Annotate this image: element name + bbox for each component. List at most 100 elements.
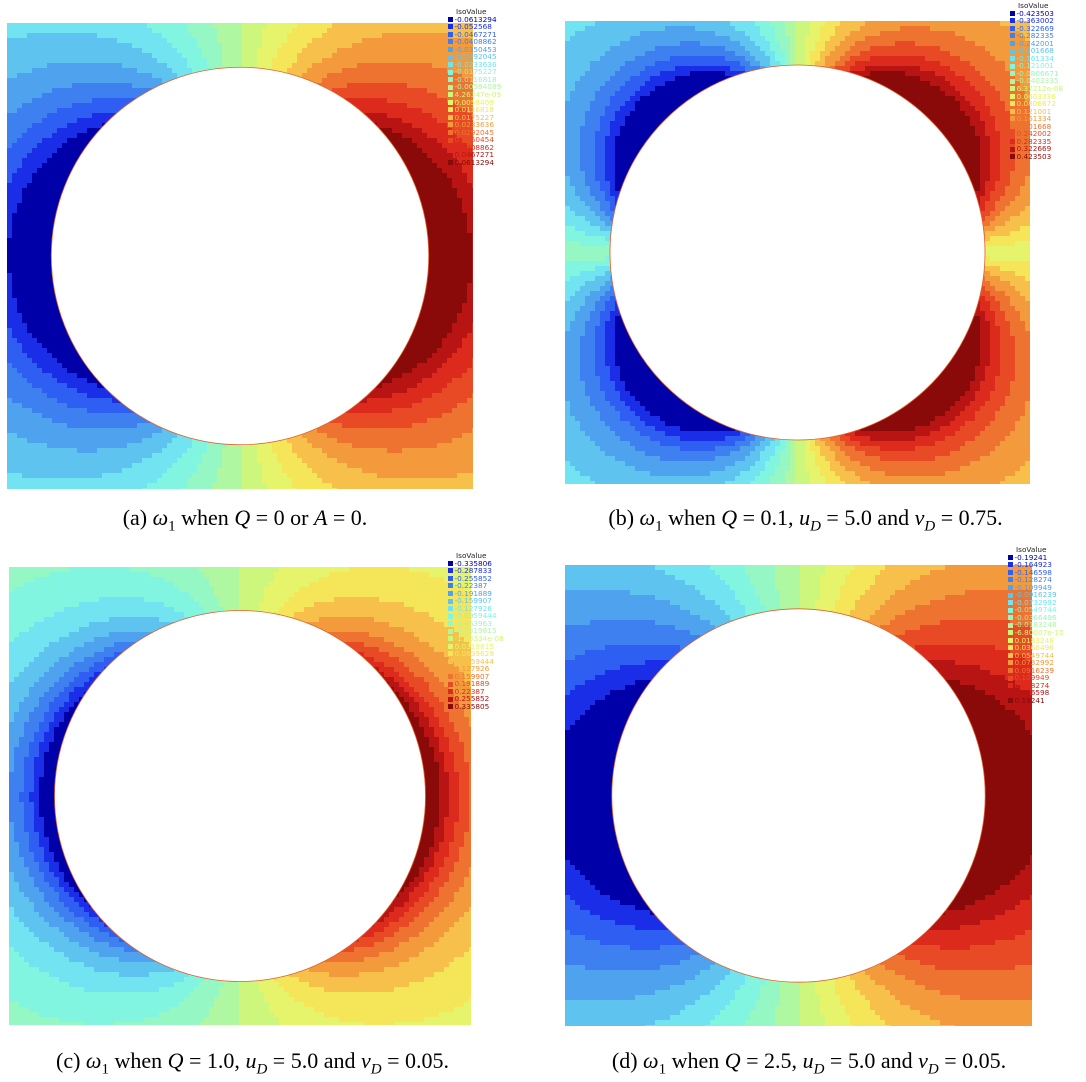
panel-b [565, 21, 1030, 484]
legend-value: 0.335805 [455, 703, 490, 711]
legend-entry: 4.26347e-09 [448, 91, 501, 99]
legend-entry: 0.121001 [1010, 108, 1063, 116]
legend-swatch [448, 560, 453, 566]
legend-swatch [448, 107, 453, 113]
legend-swatch [448, 658, 453, 664]
legend-entry: 0.0233636 [448, 121, 501, 129]
legend-swatch [1008, 600, 1013, 606]
legend-value: -0.0549744 [1015, 606, 1057, 614]
caption-subscript: 1 [655, 518, 663, 534]
legend-entry: 6.37212e-08 [1010, 85, 1063, 93]
legend-value: 0.0319815 [455, 643, 494, 651]
legend-value: -0.0116818 [455, 76, 497, 84]
legend-value: -0.0916239 [1015, 591, 1057, 599]
legend-value: -1.43334e-08 [455, 635, 504, 643]
legend-swatch [448, 62, 453, 68]
legend-swatch [1008, 698, 1013, 704]
caption-a: (a) ω1 when Q = 0 or A = 0. [0, 505, 490, 535]
legend-value: -0.00584089 [455, 83, 502, 91]
legend-entry: -0.0916239 [1008, 591, 1064, 599]
caption-text: when Q = 2.5, uD = 5.0 and vD = 0.05. [666, 1048, 1007, 1077]
legend-entry: 0.161334 [1010, 115, 1063, 123]
legend-value: -0.0175227 [455, 68, 497, 76]
legend-entry: 0.0959444 [448, 658, 504, 666]
legend-swatch [1010, 33, 1015, 39]
legend-entry: 0.335805 [448, 703, 504, 711]
legend-swatch [1010, 25, 1015, 31]
caption-symbol: ω [86, 1048, 102, 1073]
legend-entry: 0.201668 [1010, 123, 1063, 131]
legend-value: 0.127926 [455, 665, 490, 673]
legend-entry: 0.191889 [448, 680, 504, 688]
legend-entry: -0.0806671 [1010, 70, 1063, 78]
legend-swatch [1010, 139, 1015, 145]
legend-entry: -0.0403335 [1010, 77, 1063, 85]
legend-swatch [1010, 78, 1015, 84]
legend-entry: -0.164923 [1008, 561, 1064, 569]
legend-value: 0.0175227 [455, 114, 494, 122]
legend-entry: 0.128274 [1008, 682, 1064, 690]
legend-entry: 0.0183248 [1008, 637, 1064, 645]
caption-label: (b) [608, 505, 639, 530]
legend-entry: 0.0366496 [1008, 644, 1064, 652]
panel-c [9, 567, 471, 1025]
legend-value: 0.0116818 [455, 106, 494, 114]
legend-value: -0.22387 [455, 582, 488, 590]
legend-value: 0.242002 [1017, 130, 1052, 138]
legend-entry: -0.0959444 [448, 612, 504, 620]
legend-swatch [1010, 71, 1015, 77]
legend-value: 0.322669 [1017, 145, 1052, 153]
legend-swatch [448, 643, 453, 649]
legend-value: -0.0732992 [1015, 599, 1057, 607]
legend-value: -0.0408862 [455, 38, 497, 46]
legend-entry: 0.0175227 [448, 114, 501, 122]
legend-entry: 0.0732992 [1008, 659, 1064, 667]
legend-value: 0.0916239 [1015, 667, 1054, 675]
legend-swatch [1010, 154, 1015, 160]
legend-swatch [1008, 585, 1013, 590]
legend-value: -0.0403335 [1017, 77, 1059, 85]
legend-value: -0.19241 [1015, 553, 1048, 562]
legend-value: -0.0959444 [455, 612, 497, 620]
legend-swatch [1010, 41, 1015, 46]
legend-value: -0.0366496 [1015, 614, 1057, 622]
legend-swatch [448, 689, 453, 695]
legend-value: 0.0366496 [1015, 644, 1054, 652]
legend-swatch [1010, 108, 1015, 114]
legend-value: -0.0319815 [455, 627, 497, 635]
legend-value: 6.37212e-08 [1017, 85, 1064, 93]
legend-swatch [448, 69, 453, 75]
legend-value: 0.0732992 [1015, 659, 1054, 667]
legend-entry: -0.287833 [448, 567, 504, 575]
legend-swatch [1008, 592, 1013, 598]
legend-swatch [448, 674, 453, 680]
legend-swatch [1008, 577, 1013, 583]
caption-symbol: ω [640, 505, 656, 530]
legend-swatch [1010, 48, 1015, 54]
legend-value: -0.127926 [455, 605, 492, 613]
legend-swatch [448, 16, 453, 22]
legend-value: 0.255852 [455, 695, 490, 703]
legend-value: -0.164923 [1015, 561, 1052, 569]
legend-value: -0.109949 [1015, 584, 1052, 592]
legend-entry: 0.159907 [448, 673, 504, 681]
legend-entry: -0.063963 [448, 620, 504, 628]
legend-value: -0.0292045 [455, 53, 497, 61]
legend-entry: -0.121001 [1010, 62, 1063, 70]
legend-swatch [448, 636, 453, 642]
legend-value: 0.0549744 [1015, 652, 1054, 660]
caption-c: (c) ω1 when Q = 1.0, uD = 5.0 and vD = 0… [0, 1048, 505, 1078]
legend-title: IsoValue [1010, 2, 1063, 10]
legend-rows-c: -0.335806 -0.287833 -0.255852 -0.22387 -0.19… [448, 559, 504, 711]
legend-entry: 0.146598 [1008, 689, 1064, 697]
legend-value: -0.201668 [1017, 47, 1054, 55]
legend-entry: -0.0549744 [1008, 606, 1064, 614]
legend-swatch [1010, 63, 1015, 69]
legend-entry: 0.0549744 [1008, 652, 1064, 660]
legend-value: -0.146598 [1015, 569, 1052, 577]
legend-entry: 0.0639629 [448, 650, 504, 658]
legend-rows-d: -0.19241 -0.164923 -0.146598 -0.128274 -0.10… [1008, 553, 1064, 705]
legend-value: 0.0408862 [455, 144, 494, 152]
caption-symbol: ω [643, 1048, 659, 1073]
legend-swatch [1010, 10, 1015, 16]
